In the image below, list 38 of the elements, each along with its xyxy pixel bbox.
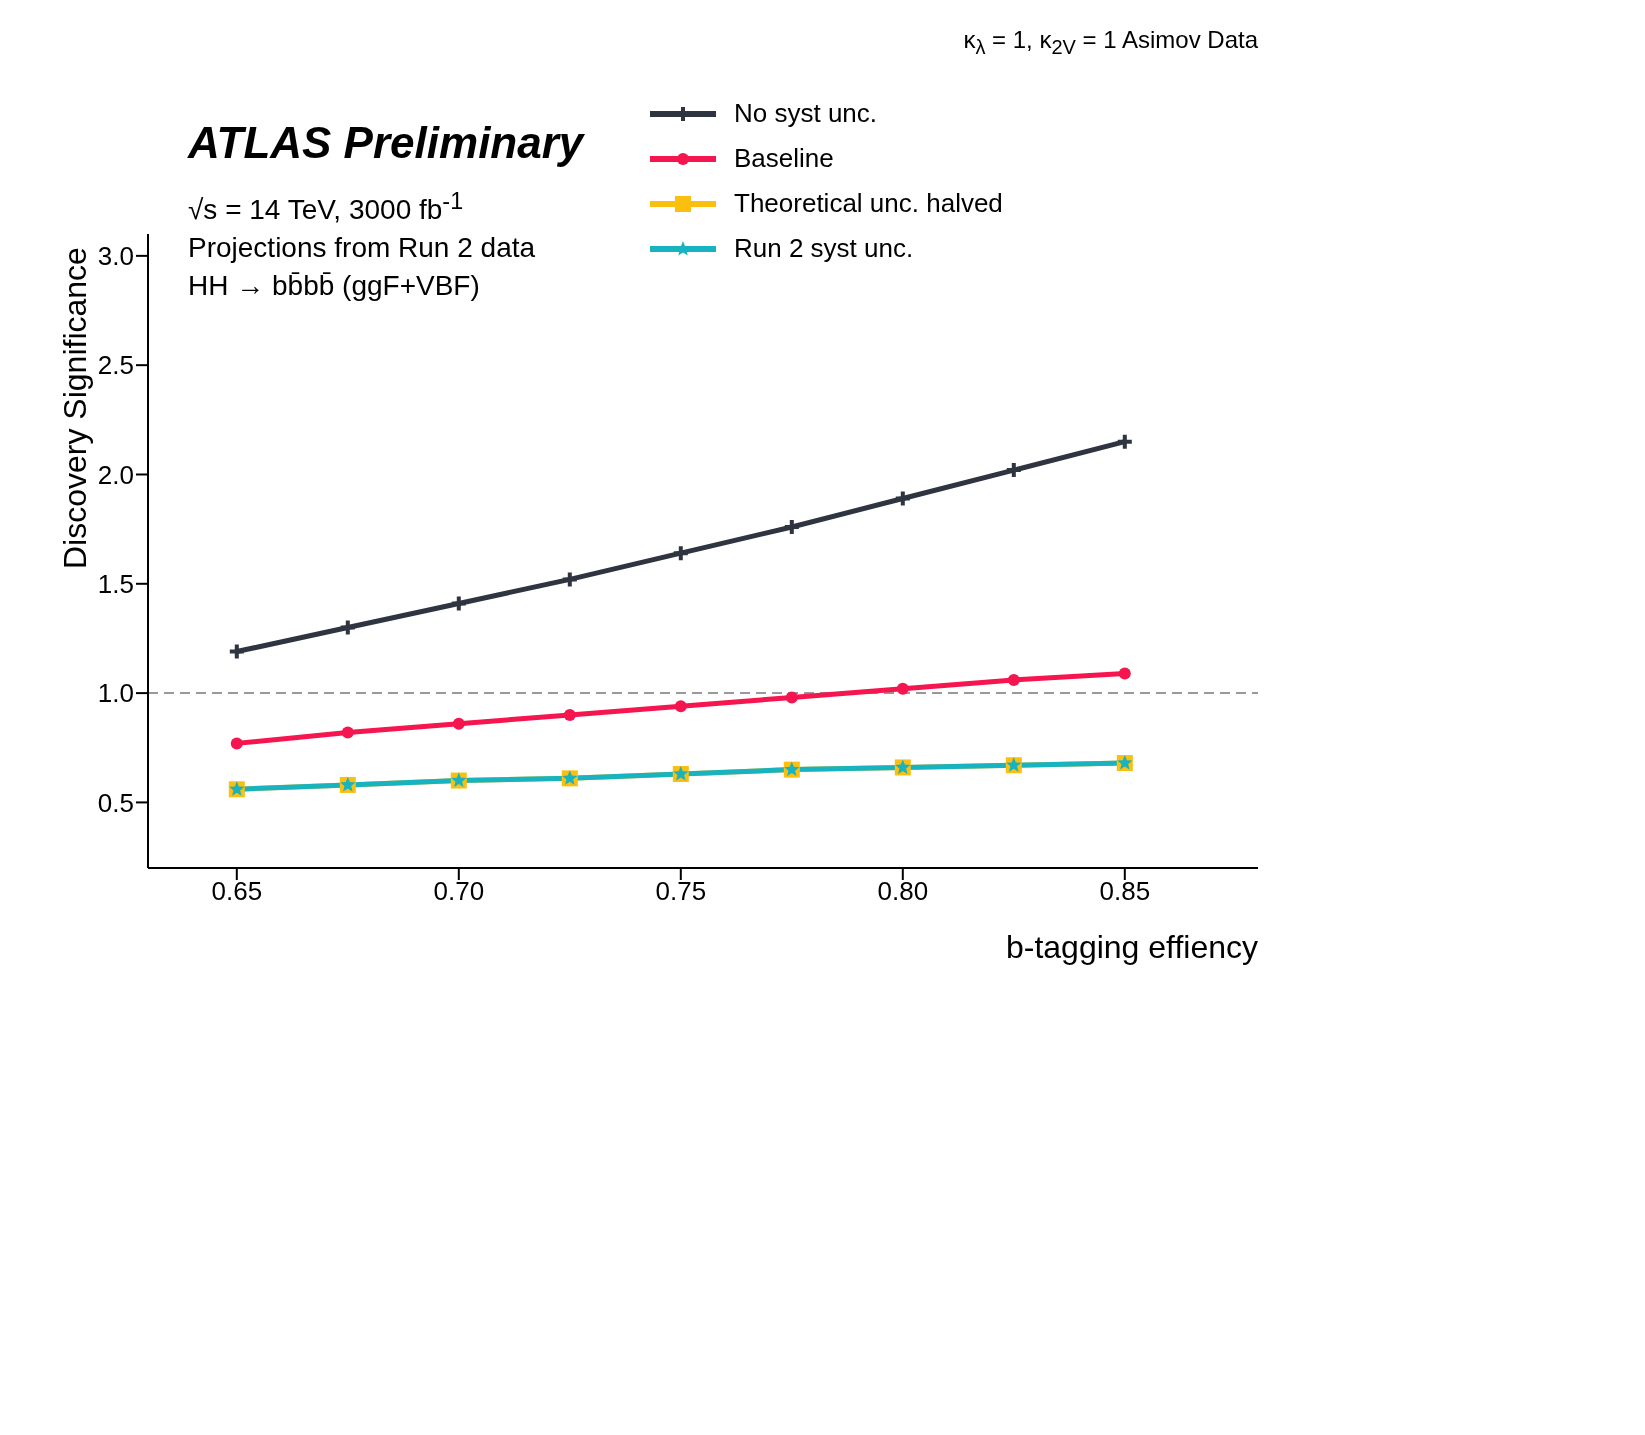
y-tick-label: 0.5 bbox=[97, 787, 134, 818]
point bbox=[560, 570, 579, 589]
point bbox=[452, 717, 465, 730]
point bbox=[341, 726, 354, 739]
x-tick-label: 0.85 bbox=[1099, 876, 1151, 907]
point bbox=[449, 594, 468, 613]
point bbox=[785, 691, 798, 704]
x-tick-label: 0.75 bbox=[655, 876, 707, 907]
point bbox=[674, 700, 687, 713]
y-tick-label: 1.0 bbox=[97, 678, 134, 709]
annotation: Projections from Run 2 data bbox=[188, 232, 537, 265]
point bbox=[563, 708, 576, 721]
point bbox=[1007, 673, 1020, 686]
x-axis-title: b-tagging effiency bbox=[1005, 929, 1258, 965]
point bbox=[227, 642, 246, 661]
y-tick-label: 2.0 bbox=[97, 459, 134, 490]
y-tick-label: 2.5 bbox=[97, 350, 134, 381]
point bbox=[1115, 432, 1134, 451]
y-tick-label: 3.0 bbox=[97, 241, 134, 272]
point bbox=[230, 737, 243, 750]
legend-label: Run 2 syst unc. bbox=[734, 233, 914, 264]
point bbox=[893, 489, 912, 508]
annotation: HH → bb̄bb̄ (ggF+VBF) bbox=[188, 270, 481, 303]
legend-label: Theoretical unc. halved bbox=[734, 188, 1003, 219]
x-tick-label: 0.80 bbox=[877, 876, 929, 907]
chart-subtitle: κ$_{λ}$ = 1, κ$_{2V}$ = 1 Asimov Data bbox=[963, 26, 1258, 59]
point bbox=[671, 544, 690, 563]
legend-label: Baseline bbox=[734, 143, 834, 174]
point bbox=[338, 618, 357, 637]
text: √s = 14 TeV, 3000 fb$^{-1}$ bbox=[188, 188, 465, 227]
y-tick-label: 1.5 bbox=[97, 569, 134, 600]
text: ATLAS Preliminary bbox=[188, 118, 584, 168]
point bbox=[896, 682, 909, 695]
point bbox=[1118, 667, 1131, 680]
y-axis-title: Discovery Significance bbox=[56, 247, 93, 569]
x-tick-label: 0.65 bbox=[211, 876, 263, 907]
legend-label: No syst unc. bbox=[734, 98, 878, 129]
x-tick-label: 0.70 bbox=[433, 876, 485, 907]
